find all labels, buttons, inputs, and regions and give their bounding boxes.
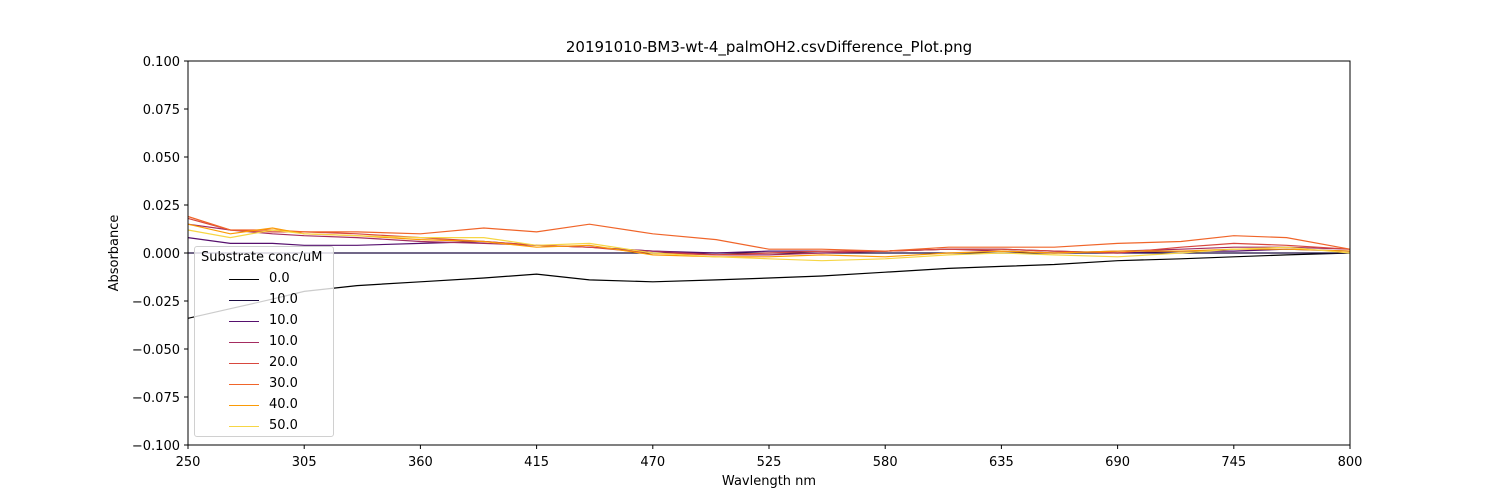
legend-swatch <box>229 405 259 406</box>
legend-item: 10.0 <box>195 290 333 311</box>
x-tick-label: 800 <box>1338 455 1363 470</box>
x-tick-label: 690 <box>1105 455 1130 470</box>
x-tick-label: 415 <box>524 455 549 470</box>
x-tick-label: 250 <box>176 455 201 470</box>
legend-label: 20.0 <box>269 355 298 370</box>
legend-label: 30.0 <box>269 376 298 391</box>
series-line-2 <box>187 237 1351 254</box>
x-tick-label: 360 <box>408 455 433 470</box>
legend-swatch <box>229 363 259 364</box>
y-tick-label: −0.075 <box>132 391 180 406</box>
series-layer <box>187 215 1351 319</box>
legend-item: 10.0 <box>195 332 333 353</box>
legend-label: 10.0 <box>269 292 298 307</box>
x-tick-label: 305 <box>292 455 317 470</box>
legend-swatch <box>229 384 259 385</box>
legend-item: 20.0 <box>195 353 333 374</box>
series-line-3 <box>187 223 1351 256</box>
y-tick-label: −0.100 <box>132 439 180 454</box>
x-tick-label: 635 <box>989 455 1014 470</box>
y-axis: 0.100 0.075 0.050 0.025 0.000 −0.025 −0.050 −0.… <box>132 55 188 454</box>
legend-title: Substrate conc/uM <box>201 250 323 265</box>
legend-item: 50.0 <box>195 416 333 437</box>
x-tick-label: 745 <box>1221 455 1246 470</box>
legend-item: 0.0 <box>195 269 333 290</box>
y-tick-label: 0.025 <box>143 199 180 214</box>
legend-swatch <box>229 342 259 343</box>
x-tick-label: 580 <box>873 455 898 470</box>
legend-label: 50.0 <box>269 418 298 433</box>
y-tick-label: −0.025 <box>132 295 180 310</box>
legend-label: 40.0 <box>269 397 298 412</box>
legend-label: 0.0 <box>269 271 290 286</box>
series-line-6 <box>187 223 1351 258</box>
series-line-5 <box>187 215 1351 252</box>
y-tick-label: 0.000 <box>143 247 180 262</box>
legend-item: 40.0 <box>195 395 333 416</box>
legend-label: 10.0 <box>269 313 298 328</box>
legend-item: 10.0 <box>195 311 333 332</box>
x-axis-label: Wavlength nm <box>722 474 816 489</box>
series-line-7 <box>187 229 1351 262</box>
x-tick-label: 470 <box>640 455 665 470</box>
legend-swatch <box>229 426 259 427</box>
y-axis-label: Absorbance <box>107 215 122 292</box>
legend-swatch <box>229 321 259 322</box>
x-tick-label: 525 <box>757 455 782 470</box>
x-axis: 250 305 360 415 470 525 580 635 690 745 800 <box>176 445 1363 470</box>
legend-swatch <box>229 300 259 301</box>
legend-label: 10.0 <box>269 334 298 349</box>
chart-title: 20191010-BM3-wt-4_palmOH2.csvDifference_… <box>566 38 972 57</box>
legend-swatch <box>229 279 259 280</box>
y-tick-label: −0.050 <box>132 343 180 358</box>
legend: Substrate conc/uM 0.0 10.0 10.0 10.0 20.0 30.… <box>194 246 334 437</box>
series-line-4 <box>187 217 1351 256</box>
legend-item: 30.0 <box>195 374 333 395</box>
series-line-0 <box>187 252 1351 319</box>
y-tick-label: 0.075 <box>143 103 180 118</box>
y-tick-label: 0.050 <box>143 151 180 166</box>
y-tick-label: 0.100 <box>143 55 180 70</box>
